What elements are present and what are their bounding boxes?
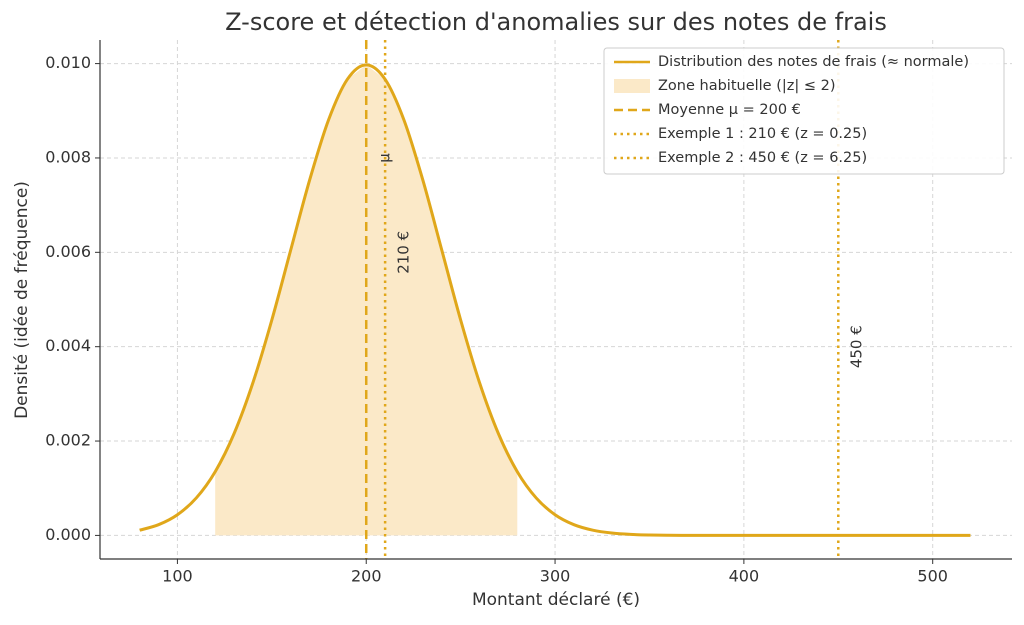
x-tick-label: 400 (729, 567, 760, 586)
legend-label: Exemple 1 : 210 € (z = 0.25) (658, 126, 867, 142)
y-axis-label: Densité (idée de fréquence) (12, 181, 32, 419)
legend-label: Moyenne μ = 200 € (658, 102, 801, 118)
annotation: μ (376, 153, 394, 163)
annotation: 450 € (848, 325, 866, 368)
y-tick-label: 0.006 (45, 242, 91, 261)
x-axis-label: Montant déclaré (€) (472, 590, 640, 610)
chart-title: Z-score et détection d'anomalies sur des… (225, 8, 887, 36)
legend-swatch (614, 79, 650, 93)
legend-label: Zone habituelle (|z| ≤ 2) (658, 78, 836, 94)
x-tick-label: 500 (917, 567, 948, 586)
legend-label: Distribution des notes de frais (≈ norma… (658, 54, 969, 70)
y-tick-label: 0.008 (45, 147, 91, 166)
legend-box (603, 47, 1005, 175)
x-tick-label: 100 (162, 567, 193, 586)
y-tick-label: 0.010 (45, 53, 91, 72)
annotation: 210 € (395, 231, 413, 274)
y-tick-label: 0.000 (45, 525, 91, 544)
series-line (139, 63, 971, 537)
y-tick-label: 0.004 (45, 336, 91, 355)
legend-label: Exemple 2 : 450 € (z = 6.25) (658, 150, 867, 166)
x-tick-label: 200 (351, 567, 382, 586)
y-tick-label: 0.002 (45, 431, 91, 450)
x-tick-label: 300 (540, 567, 571, 586)
